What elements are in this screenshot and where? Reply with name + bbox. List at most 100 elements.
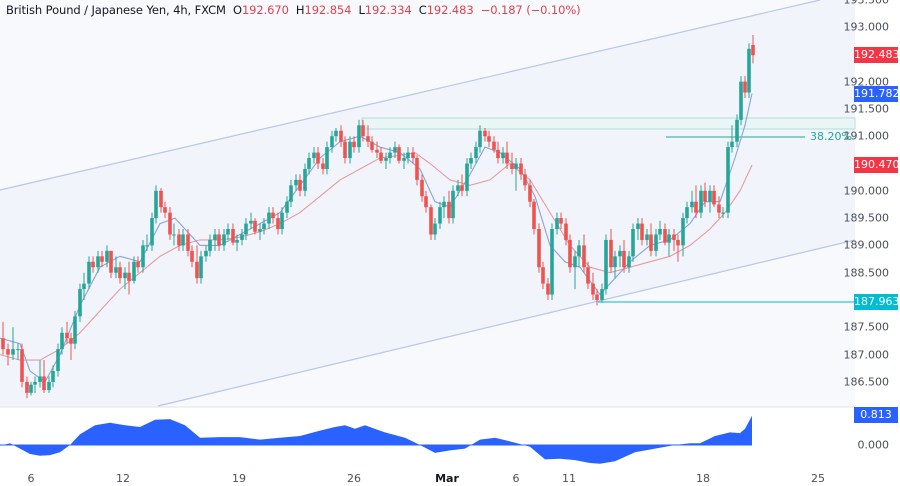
candle-body: [438, 207, 442, 224]
candle-body: [235, 239, 239, 243]
time-axis-label: 25: [811, 472, 825, 485]
candle-body: [6, 349, 10, 355]
low-value: 192.334: [364, 3, 412, 17]
close-label: C: [418, 3, 427, 17]
candle-body: [694, 201, 698, 213]
candle-body: [384, 158, 388, 161]
oscillator-zero-label: 0.000: [857, 438, 890, 452]
candle-body: [505, 152, 509, 164]
candle-body: [258, 229, 262, 232]
last-price-tag: 192.483: [854, 47, 900, 64]
candle-body: [114, 267, 118, 273]
candle-body: [177, 234, 181, 246]
candle-body: [244, 223, 248, 235]
candle-body: [321, 163, 325, 169]
oscillator-value-tag: 0.813: [854, 407, 898, 423]
fib-level-label: 38.20%: [810, 130, 852, 143]
price-axis-label: 191.500: [843, 102, 890, 116]
candle-body: [393, 147, 397, 153]
candle-body: [564, 223, 568, 240]
candle-body: [429, 207, 433, 235]
low-label: L: [358, 3, 365, 17]
time-axis-label: 12: [116, 472, 130, 485]
price-axis-label: 193.500: [843, 0, 890, 7]
price-axis-label: 192.000: [843, 75, 890, 89]
close-value: 192.483: [426, 3, 474, 17]
candle-body: [195, 261, 199, 279]
candle-body: [150, 218, 154, 246]
candle-body: [699, 190, 703, 213]
candle-body: [627, 256, 631, 268]
candle-body: [20, 349, 24, 382]
candle-body: [411, 152, 415, 159]
candle-body: [69, 338, 73, 344]
candle-body: [456, 185, 460, 191]
candle-body: [47, 381, 51, 391]
candle-body: [51, 370, 55, 382]
candle-body: [123, 272, 127, 279]
candle-body: [604, 239, 608, 290]
candle-body: [555, 218, 559, 230]
candle-body: [681, 218, 685, 246]
candle-body: [447, 201, 451, 219]
time-axis-label: Mar: [435, 472, 459, 485]
candle-body: [636, 223, 640, 230]
candle-body: [154, 190, 158, 219]
candle-body: [1, 338, 5, 350]
candle-body: [65, 332, 69, 339]
candle-body: [303, 168, 307, 191]
candle-body: [231, 229, 235, 243]
candle-body: [640, 223, 644, 240]
time-axis-label: 26: [347, 472, 361, 485]
candle-body: [487, 136, 491, 142]
candle-body: [717, 204, 721, 213]
candle-body: [618, 250, 622, 257]
candle-body: [743, 81, 747, 93]
candle-body: [348, 141, 352, 159]
candle-body: [213, 234, 217, 240]
candle-body: [109, 250, 113, 273]
lower-channel-line: [157, 239, 856, 407]
candle-body: [478, 130, 482, 148]
candle-body: [11, 349, 15, 355]
candle-body: [676, 239, 680, 246]
price-axis-label: 186.500: [843, 375, 890, 389]
candle-body: [298, 179, 302, 191]
candle-body: [82, 283, 86, 290]
candle-body: [204, 250, 208, 257]
open-label: O: [232, 3, 242, 17]
time-axis-label: 18: [696, 472, 710, 485]
candle-body: [145, 245, 149, 247]
candle-body: [712, 190, 716, 205]
candle-body: [622, 250, 626, 268]
candle-body: [181, 234, 185, 246]
time-axis-label: 6: [512, 472, 520, 485]
candle-body: [649, 234, 653, 251]
symbol-legend: British Pound / Japanese Yen, 4h, FXCM O…: [6, 3, 581, 17]
candle-body: [523, 174, 527, 186]
candle-body: [645, 234, 649, 240]
candle-body: [735, 119, 739, 142]
high-label: H: [295, 3, 305, 17]
price-axis-label: 187.500: [843, 320, 890, 334]
candle-body: [703, 190, 707, 202]
candle-body: [357, 125, 361, 148]
upper-channel-line: [0, 0, 821, 191]
candle-body: [141, 245, 145, 268]
candle-body: [343, 141, 347, 159]
candle-body: [271, 212, 275, 219]
candle-body: [253, 220, 257, 232]
time-axis-label: 6: [27, 472, 35, 485]
slow-ma-tag: 190.470: [854, 157, 900, 174]
candle-body: [726, 147, 730, 213]
candle-body: [361, 125, 365, 137]
support-level-tag: 187.963: [854, 294, 900, 311]
candle-body: [73, 316, 77, 344]
candle-body: [316, 152, 320, 164]
candle-body: [78, 289, 82, 317]
candle-body: [379, 152, 383, 161]
resistance-zone: [361, 117, 856, 130]
candle-body: [595, 294, 599, 300]
